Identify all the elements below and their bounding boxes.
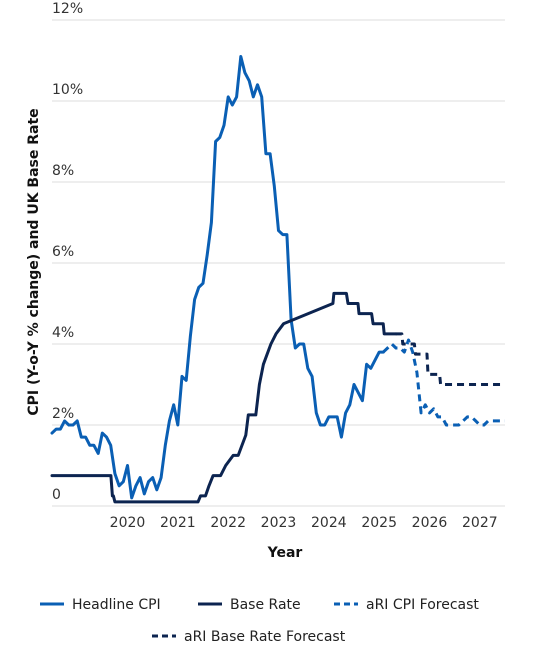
legend: Headline CPI Base Rate aRI CPI Forecast aRI… xyxy=(40,597,479,645)
x-axis-ticks: 2020 2021 2022 2023 2024 2025 2026 2027 xyxy=(110,515,498,531)
y-tick-label: 4% xyxy=(52,325,74,341)
legend-label: Headline CPI xyxy=(72,597,161,613)
x-tick-label: 2024 xyxy=(311,515,347,531)
x-tick-label: 2027 xyxy=(462,515,498,531)
y-tick-label: 10% xyxy=(52,82,83,98)
y-axis-title: CPI (Y-o-Y % change) and UK Base Rate xyxy=(26,108,42,415)
legend-label: aRI Base Rate Forecast xyxy=(184,629,346,645)
series-line-base-rate xyxy=(50,291,398,504)
y-axis-ticks: 0 2% 4% 6% 8% 10% 12% xyxy=(52,1,83,503)
series-line-headline-cpi xyxy=(50,55,385,500)
y-tick-label: 0 xyxy=(52,487,61,503)
series-lines xyxy=(50,55,505,504)
x-tick-label: 2020 xyxy=(110,515,146,531)
y-tick-label: 12% xyxy=(52,1,83,17)
x-tick-label: 2026 xyxy=(412,515,448,531)
series-line-ari-base-rate-forecast xyxy=(395,332,505,386)
y-tick-label: 8% xyxy=(52,163,74,179)
x-tick-label: 2022 xyxy=(210,515,246,531)
grid xyxy=(52,19,505,507)
y-tick-label: 6% xyxy=(52,244,74,260)
legend-label: aRI CPI Forecast xyxy=(366,597,479,613)
x-tick-label: 2023 xyxy=(261,515,297,531)
x-tick-label: 2025 xyxy=(361,515,397,531)
y-tick-label: 2% xyxy=(52,406,74,422)
series-line-ari-cpi-forecast xyxy=(382,338,505,427)
x-axis-title: Year xyxy=(267,545,303,561)
legend-label: Base Rate xyxy=(230,597,301,613)
x-tick-label: 2021 xyxy=(160,515,196,531)
